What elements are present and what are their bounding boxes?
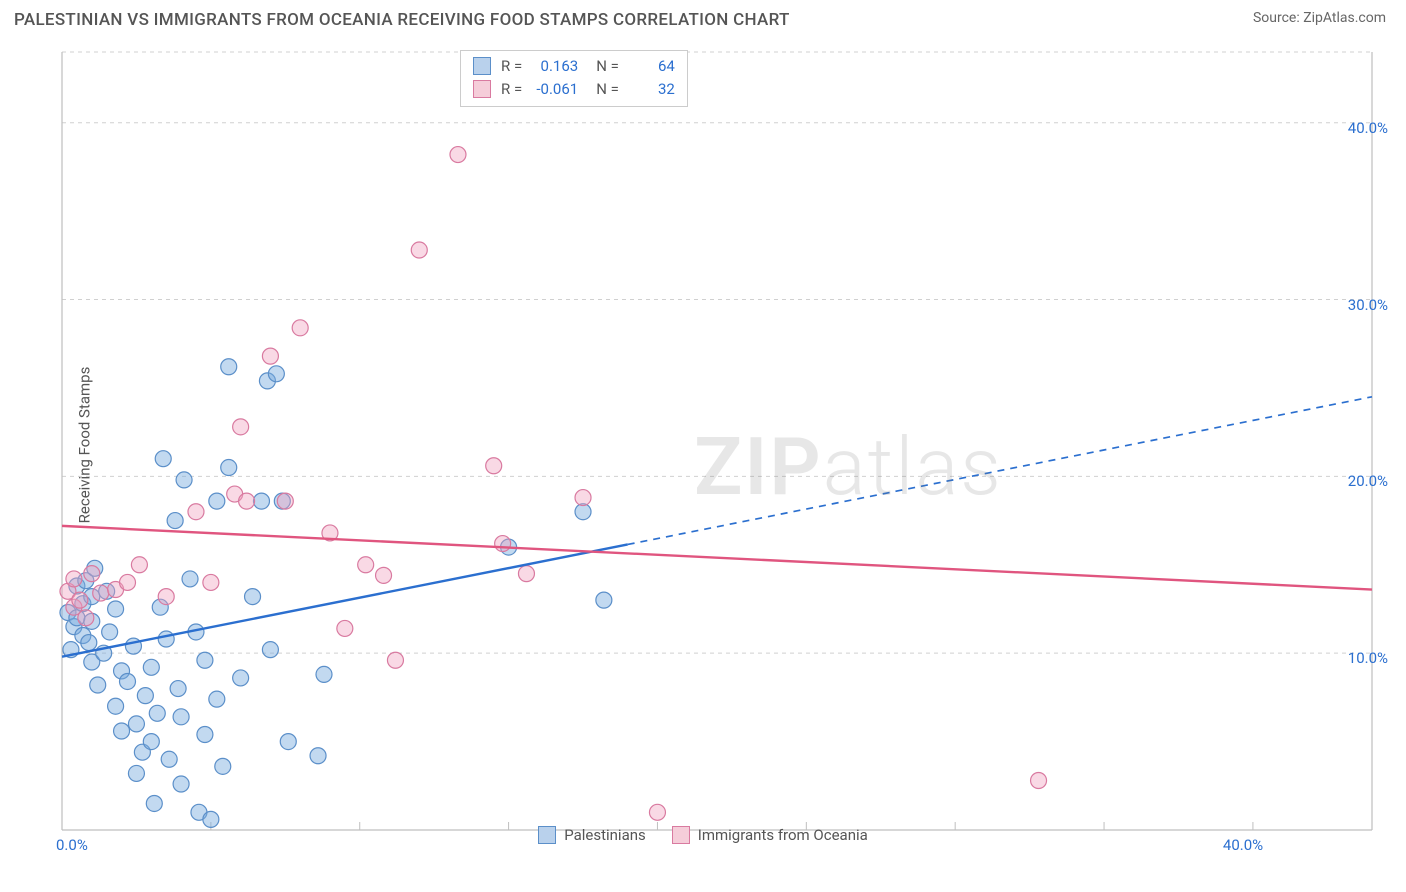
legend-item: Immigrants from Oceania — [672, 826, 868, 844]
stat-n-label: N = — [596, 55, 619, 78]
legend-label: Immigrants from Oceania — [698, 826, 868, 844]
legend-swatch — [473, 80, 491, 98]
stat-n-value: 32 — [629, 78, 675, 101]
y-axis-label: Receiving Food Stamps — [75, 367, 93, 524]
y-tick-label: 30.0% — [1348, 296, 1388, 314]
stat-n-value: 64 — [629, 55, 675, 78]
chart-title: PALESTINIAN VS IMMIGRANTS FROM OCEANIA R… — [14, 10, 790, 30]
legend-bottom: Palestinians Immigrants from Oceania — [14, 826, 1392, 844]
x-tick-label: 0.0% — [56, 836, 88, 854]
x-tick-label: 40.0% — [1223, 836, 1263, 854]
legend-swatch — [672, 826, 690, 844]
legend-label: Palestinians — [564, 826, 646, 844]
legend-stats-row: R = 0.163 N = 64 — [473, 55, 675, 78]
stat-n-label: N = — [596, 78, 619, 101]
legend-stats-box: R = 0.163 N = 64 R = -0.061 N = 32 — [460, 50, 688, 107]
legend-swatch — [473, 57, 491, 75]
legend-item: Palestinians — [538, 826, 646, 844]
stat-r-value: -0.061 — [532, 78, 578, 101]
chart-container: Receiving Food Stamps ZIPatlas R =0.163N… — [14, 40, 1392, 850]
legend-stats-row: R = -0.061 N = 32 — [473, 78, 675, 101]
y-tick-label: 40.0% — [1348, 119, 1388, 137]
stat-r-label: R = — [501, 78, 522, 101]
source-attribution: Source: ZipAtlas.com — [1253, 10, 1386, 26]
scatter-chart — [14, 40, 1392, 850]
y-tick-label: 20.0% — [1348, 472, 1388, 490]
source-prefix: Source: — [1253, 10, 1303, 26]
legend-swatch — [538, 826, 556, 844]
y-tick-label: 10.0% — [1348, 649, 1388, 667]
source-name: ZipAtlas.com — [1303, 10, 1386, 26]
stat-r-label: R = — [501, 55, 522, 78]
stat-r-value: 0.163 — [532, 55, 578, 78]
